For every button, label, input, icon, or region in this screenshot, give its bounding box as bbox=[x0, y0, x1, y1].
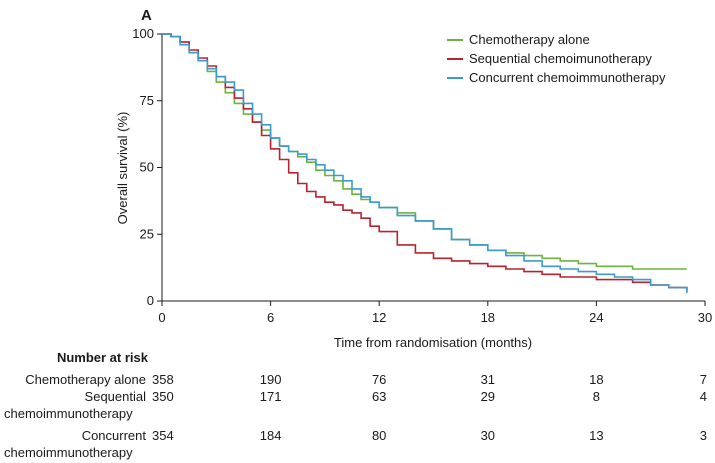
risk-row-label: chemoimmunotherapy bbox=[4, 406, 133, 421]
x-tick-label: 6 bbox=[267, 310, 274, 325]
y-tick-label: 25 bbox=[140, 226, 154, 241]
panel-label: A bbox=[141, 7, 152, 24]
risk-value: 63 bbox=[372, 389, 386, 404]
x-tick-label: 30 bbox=[698, 310, 712, 325]
risk-row-label: Sequential bbox=[85, 389, 147, 404]
x-tick-label: 0 bbox=[158, 310, 165, 325]
risk-row-label: Concurrent bbox=[82, 428, 147, 443]
y-tick-label: 75 bbox=[140, 93, 154, 108]
risk-value: 13 bbox=[589, 428, 603, 443]
risk-value: 8 bbox=[593, 389, 600, 404]
legend-label: Chemotherapy alone bbox=[469, 32, 590, 47]
x-tick-label: 18 bbox=[481, 310, 495, 325]
risk-row-label: Chemotherapy alone bbox=[25, 372, 146, 387]
y-tick-label: 100 bbox=[132, 26, 154, 41]
risk-value: 4 bbox=[700, 389, 707, 404]
risk-value: 350 bbox=[152, 389, 174, 404]
x-tick-label: 12 bbox=[372, 310, 386, 325]
y-axis-title: Overall survival (%) bbox=[115, 112, 130, 225]
risk-value: 31 bbox=[481, 372, 495, 387]
risk-row-label: chemoimmunotherapy bbox=[4, 445, 133, 460]
risk-value: 7 bbox=[700, 372, 707, 387]
risk-value: 3 bbox=[700, 428, 707, 443]
y-tick-label: 50 bbox=[140, 160, 154, 175]
risk-value: 171 bbox=[260, 389, 282, 404]
risk-value: 18 bbox=[589, 372, 603, 387]
risk-value: 30 bbox=[481, 428, 495, 443]
risk-value: 29 bbox=[481, 389, 495, 404]
risk-value: 80 bbox=[372, 428, 386, 443]
risk-table-title: Number at risk bbox=[57, 350, 149, 365]
risk-value: 358 bbox=[152, 372, 174, 387]
y-tick-label: 0 bbox=[147, 293, 154, 308]
risk-value: 76 bbox=[372, 372, 386, 387]
series-line-3 bbox=[162, 33, 688, 293]
legend-label: Sequential chemoimunotherapy bbox=[469, 51, 652, 66]
x-tick-label: 24 bbox=[589, 310, 603, 325]
series-layer bbox=[162, 33, 688, 293]
risk-value: 354 bbox=[152, 428, 174, 443]
risk-value: 184 bbox=[260, 428, 282, 443]
risk-value: 190 bbox=[260, 372, 282, 387]
legend-label: Concurrent chemoimmunotherapy bbox=[469, 70, 666, 85]
x-axis-title: Time from randomisation (months) bbox=[334, 335, 532, 350]
axes: 0 25 50 75 100 0 6 12 18 24 30 bbox=[132, 26, 712, 325]
legend: Chemotherapy alone Sequential chemoimunot… bbox=[447, 32, 666, 85]
